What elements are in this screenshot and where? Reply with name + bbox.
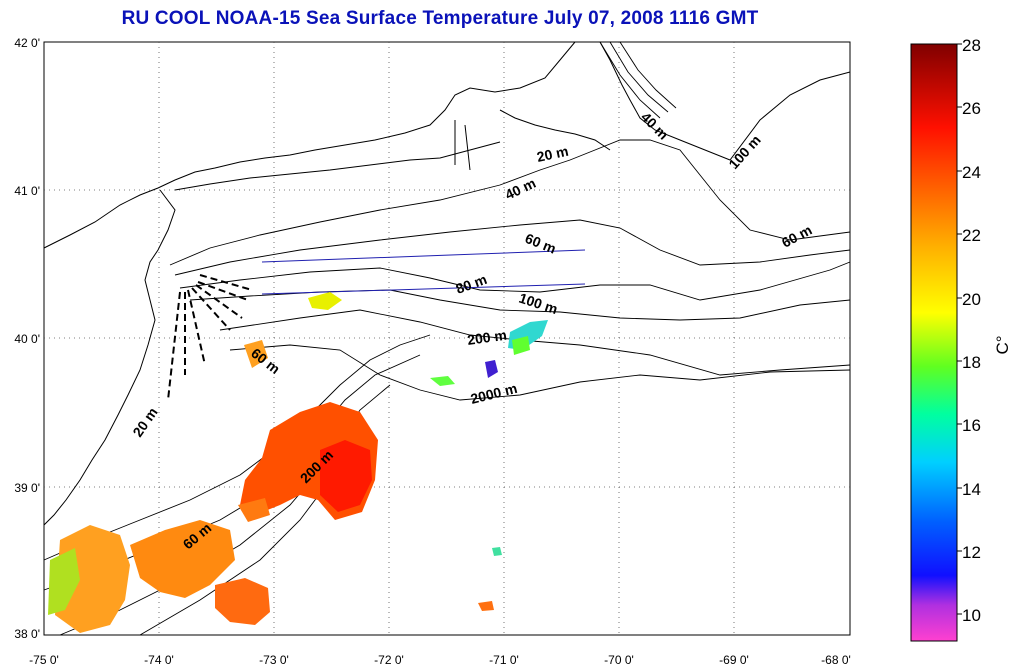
longitude-ticks: -75 0' -74 0' -73 0' -72 0' -71 0' -70 0… xyxy=(29,653,851,667)
depth-label: 20 m xyxy=(535,143,570,165)
lat-tick: 42 0' xyxy=(14,36,40,50)
sst-data xyxy=(48,292,548,633)
lat-tick: 39 0' xyxy=(14,481,40,495)
colorbar-tick: 12 xyxy=(962,543,981,562)
coastline xyxy=(43,41,851,526)
lon-tick: -68 0' xyxy=(821,653,851,667)
lon-tick: -72 0' xyxy=(374,653,404,667)
lon-tick: -69 0' xyxy=(719,653,749,667)
latitude-ticks: 42 0' 41 0' 40 0' 39 0' 38 0' xyxy=(14,36,40,641)
ship-track-lines xyxy=(167,274,253,401)
lon-tick: -75 0' xyxy=(29,653,59,667)
colorbar-tick: 18 xyxy=(962,353,981,372)
depth-label: 200 m xyxy=(466,327,508,348)
lat-tick: 38 0' xyxy=(14,627,40,641)
lat-tick: 41 0' xyxy=(14,184,40,198)
colorbar-tick: 26 xyxy=(962,99,981,118)
lat-tick: 40 0' xyxy=(14,332,40,346)
lon-tick: -73 0' xyxy=(259,653,289,667)
lon-tick: -71 0' xyxy=(489,653,519,667)
colorbar-tick: 20 xyxy=(962,290,981,309)
colorbar-tick: 24 xyxy=(962,163,981,182)
colorbar-gradient xyxy=(910,43,958,642)
transect-lines xyxy=(261,249,586,295)
colorbar-tick: 16 xyxy=(962,416,981,435)
colorbar-unit: C° xyxy=(993,335,1012,354)
colorbar-tick: 10 xyxy=(962,606,981,625)
lon-tick: -70 0' xyxy=(604,653,634,667)
colorbar-tick: 22 xyxy=(962,226,981,245)
colorbar-tick: 14 xyxy=(962,480,981,499)
colorbar-tick: 28 xyxy=(962,36,981,55)
map-title: RU COOL NOAA-15 Sea Surface Temperature … xyxy=(121,8,759,29)
colorbar: 28 26 24 22 20 18 16 14 12 10 C° xyxy=(910,36,1012,642)
lon-tick: -74 0' xyxy=(144,653,174,667)
